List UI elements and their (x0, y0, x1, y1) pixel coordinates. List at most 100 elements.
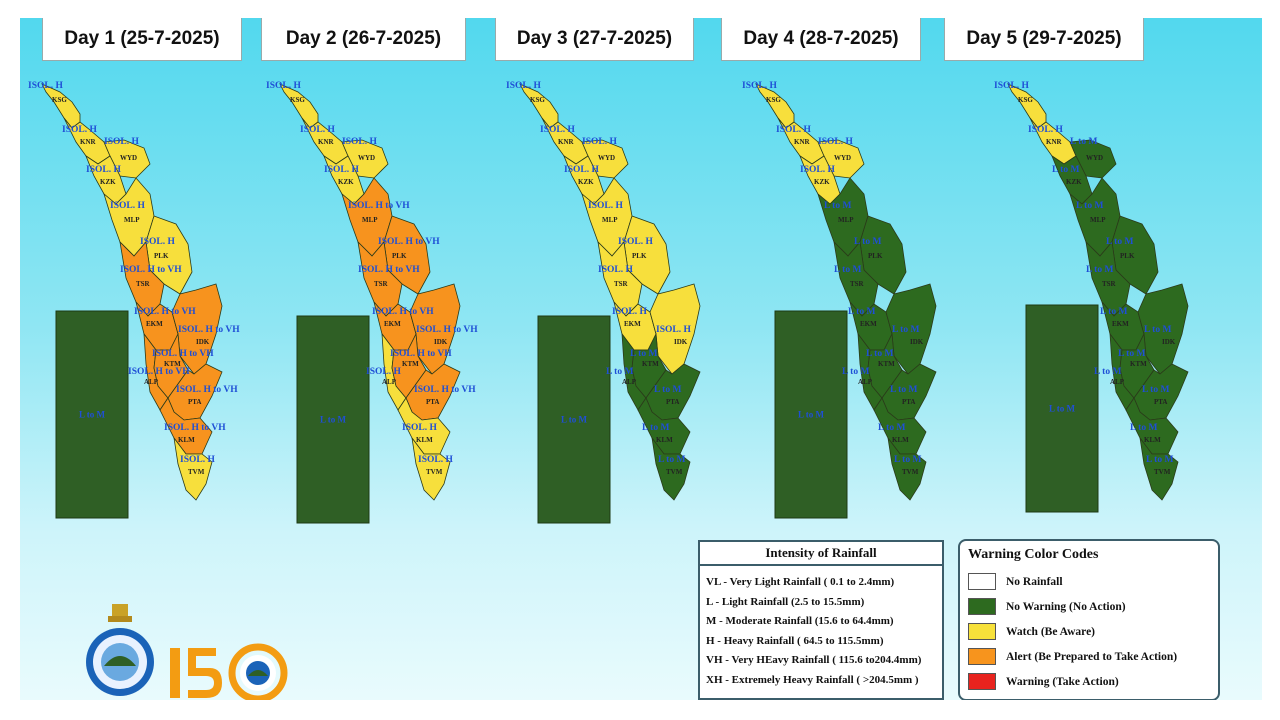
district-warning-label: ISOL. H to VH (164, 423, 226, 433)
district-warning-label: L to M (894, 455, 921, 465)
imd-emblem-logo (86, 604, 154, 696)
forecast-panel: Day 1 (25-7-2025) Day 2 (26-7-2025) Day … (20, 18, 1262, 700)
day-5-title: Day 5 (29-7-2025) (944, 18, 1144, 61)
district-tvm (411, 437, 451, 501)
swatch-green (968, 598, 996, 615)
district-code-label: KLM (656, 436, 673, 444)
sea-warning-label: L to M (561, 415, 588, 425)
district-code-label: KNR (1046, 138, 1063, 146)
district-warning-label: ISOL. H (266, 81, 301, 91)
day-4-title: Day 4 (28-7-2025) (721, 18, 921, 61)
intensity-item: L - Light Rainfall (2.5 to 15.5mm) (706, 595, 865, 608)
district-code-label: PLK (868, 252, 883, 260)
district-code-label: KZK (1066, 178, 1082, 186)
code-label: No Rainfall (1006, 575, 1063, 588)
district-code-label: IDK (674, 338, 688, 346)
district-code-label: WYD (358, 154, 375, 162)
district-code-label: KTM (402, 360, 419, 368)
district-warning-label: L to M (842, 367, 869, 377)
district-code-label: KSG (290, 96, 305, 104)
district-tsr (1085, 240, 1131, 317)
district-warning-label: ISOL. H (818, 137, 853, 147)
district-warning-label: L to M (654, 385, 681, 395)
district-warning-label: ISOL. H (656, 325, 691, 335)
district-tvm (651, 437, 691, 501)
district-warning-label: L to M (1130, 423, 1157, 433)
district-tvm (1139, 437, 1179, 501)
district-code-label: PLK (154, 252, 169, 260)
district-warning-label: ISOL. H to VH (378, 237, 440, 247)
district-warning-label: L to M (866, 349, 893, 359)
district-code-label: TSR (1102, 280, 1117, 288)
district-tsr (597, 240, 643, 317)
district-code-label: KZK (578, 178, 594, 186)
district-code-label: PTA (902, 398, 915, 406)
district-warning-label: ISOL. H (540, 125, 575, 135)
district-code-label: PLK (632, 252, 647, 260)
sea-area-box (774, 310, 848, 519)
code-row-warning: Warning (Take Action) (968, 669, 1210, 694)
district-warning-label: ISOL. H (366, 367, 401, 377)
imd-150-years-logo (170, 643, 288, 700)
district-warning-label: L to M (1100, 307, 1127, 317)
code-label: Alert (Be Prepared to Take Action) (1006, 650, 1178, 663)
district-warning-label: L to M (1086, 265, 1113, 275)
district-tvm (887, 437, 927, 501)
district-warning-label: L to M (890, 385, 917, 395)
district-warning-label: ISOL. H to VH (390, 349, 452, 359)
kerala-district-maps: L to M KSG ISOL. H KNR ISOL. H WYD ISOL. H KZK I… (28, 81, 1189, 524)
district-warning-label: ISOL. H (180, 455, 215, 465)
day-4-map: L to M KSG ISOL. H KNR ISOL. H WYD ISOL. H KZK I… (742, 81, 937, 519)
district-code-label: TSR (850, 280, 865, 288)
intensity-title: Intensity of Rainfall (700, 542, 942, 566)
district-code-label: ALP (1110, 378, 1125, 386)
code-row-no-rainfall: No Rainfall (968, 569, 1210, 594)
intensity-item: XH - Extremely Heavy Rainfall ( >204.5mm… (706, 673, 919, 686)
code-label: Warning (Take Action) (1006, 675, 1119, 688)
district-code-label: KLM (892, 436, 909, 444)
district-warning-label: L to M (1070, 137, 1097, 147)
district-code-label: TVM (1154, 468, 1171, 476)
district-code-label: KSG (530, 96, 545, 104)
district-code-label: ALP (622, 378, 637, 386)
codes-title: Warning Color Codes (968, 547, 1099, 562)
code-row-no-warning: No Warning (No Action) (968, 594, 1210, 619)
district-code-label: WYD (1086, 154, 1103, 162)
day-1-title: Day 1 (25-7-2025) (42, 18, 242, 61)
sea-warning-label: L to M (320, 415, 347, 425)
district-code-label: KSG (766, 96, 781, 104)
district-warning-label: ISOL. H to VH (120, 265, 182, 275)
district-warning-label: L to M (606, 367, 633, 377)
district-warning-label: ISOL. H (28, 81, 63, 91)
district-code-label: KZK (814, 178, 830, 186)
district-code-label: KTM (164, 360, 181, 368)
district-warning-label: ISOL. H (598, 265, 633, 275)
day-3-map: L to M KSG ISOL. H KNR ISOL. H WYD ISOL. H KZK I… (506, 81, 701, 524)
district-warning-label: L to M (834, 265, 861, 275)
district-warning-label: ISOL. H (324, 165, 359, 175)
district-warning-label: ISOL. H (564, 165, 599, 175)
district-code-label: ALP (144, 378, 159, 386)
sea-area-box (296, 315, 370, 524)
district-warning-label: ISOL. H (612, 307, 647, 317)
district-code-label: EKM (860, 320, 877, 328)
district-warning-label: L to M (1052, 165, 1079, 175)
district-warning-label: ISOL. H (104, 137, 139, 147)
district-warning-label: ISOL. H (582, 137, 617, 147)
district-code-label: PLK (392, 252, 407, 260)
district-code-label: MLP (602, 216, 618, 224)
district-code-label: PTA (666, 398, 679, 406)
swatch-yellow (968, 623, 996, 640)
district-warning-label: ISOL. H to VH (358, 265, 420, 275)
district-code-label: KLM (178, 436, 195, 444)
district-warning-label: ISOL. H (588, 201, 623, 211)
district-warning-label: L to M (892, 325, 919, 335)
district-warning-label: ISOL. H (140, 237, 175, 247)
district-warning-label: ISOL. H to VH (178, 325, 240, 335)
district-code-label: KNR (558, 138, 575, 146)
district-warning-label: L to M (630, 349, 657, 359)
district-warning-label: ISOL. H (418, 455, 453, 465)
district-code-label: KTM (1130, 360, 1147, 368)
intensity-item: M - Moderate Rainfall (15.6 to 64.4mm) (706, 615, 894, 627)
district-warning-label: ISOL. H (86, 165, 121, 175)
